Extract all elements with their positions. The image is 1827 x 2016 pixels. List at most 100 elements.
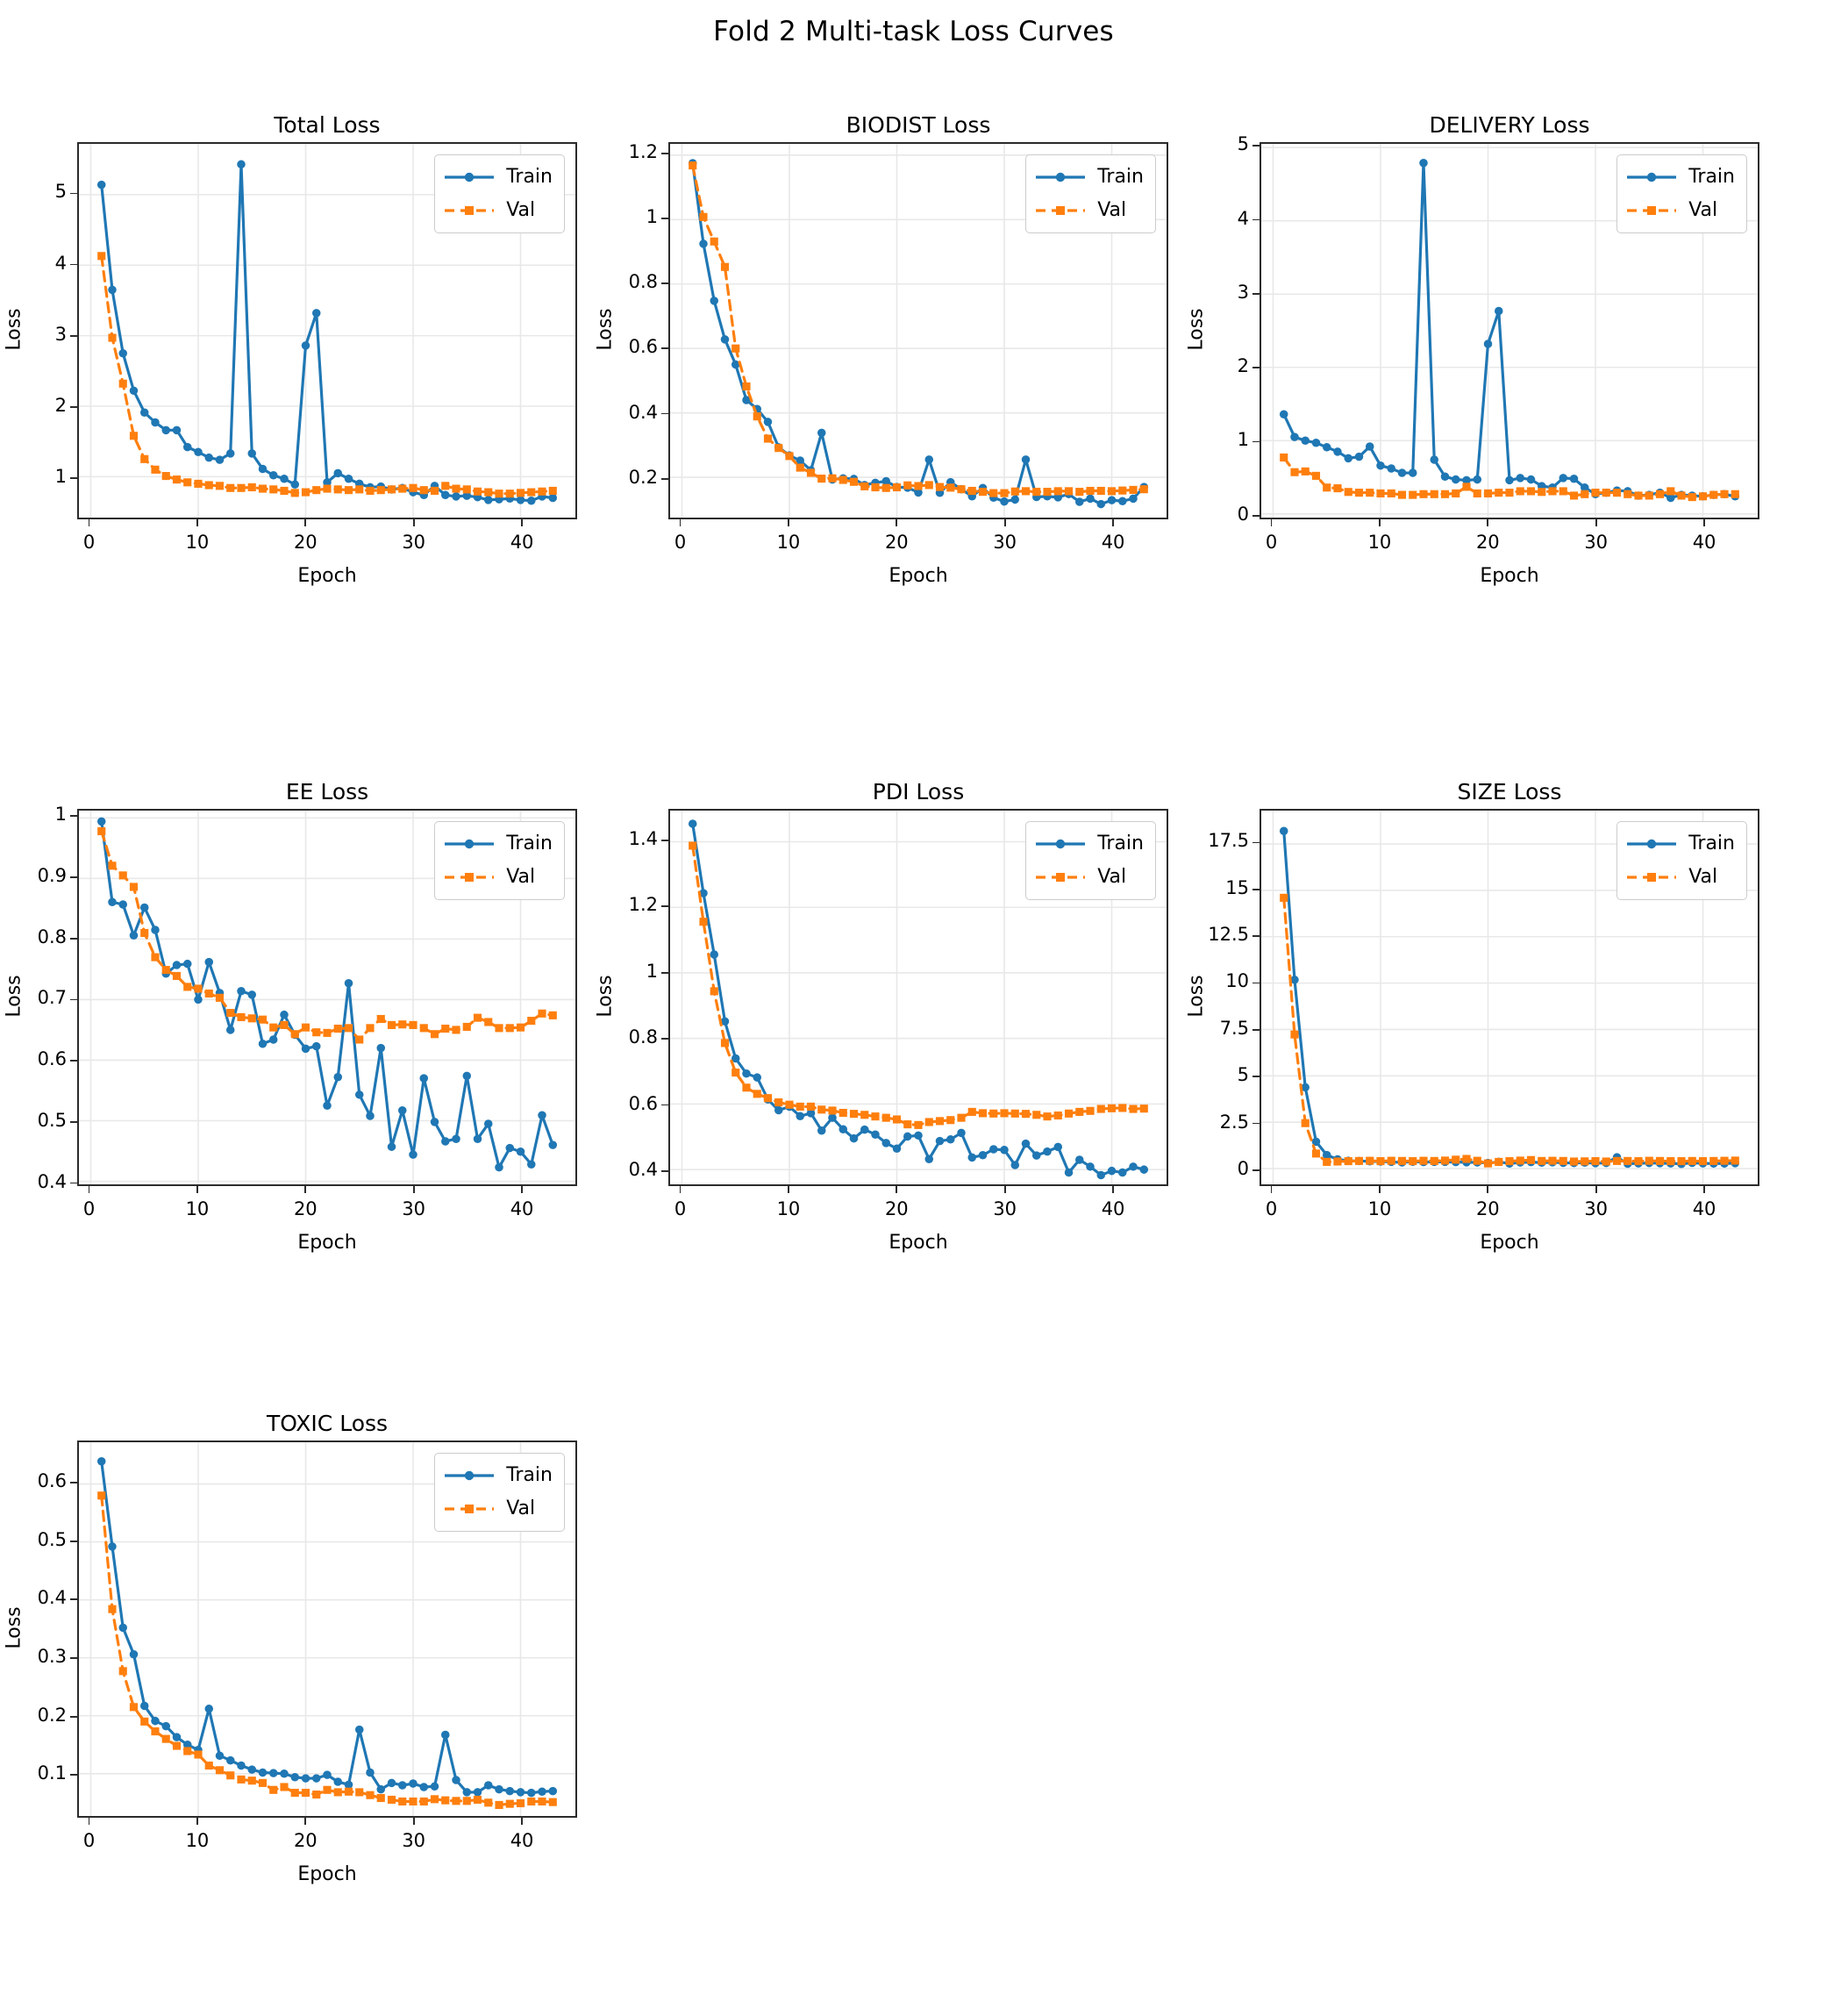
val-marker [473,487,482,496]
val-marker [1452,1155,1460,1164]
x-tick-mark [1487,519,1489,526]
val-marker [151,465,160,474]
y-tick-mark [70,876,77,878]
train-marker [344,475,353,483]
x-tick-mark [788,1186,789,1193]
legend-item-val[interactable]: Val [1626,863,1735,891]
x-axis-label: Epoch [889,1232,948,1254]
y-tick-label: 12.5 [1208,924,1249,946]
train-marker [387,1778,396,1788]
legend-item-val[interactable]: Val [1626,197,1735,225]
val-marker [1086,1106,1095,1115]
y-tick-label: 0.5 [37,1528,67,1550]
train-marker [311,1041,321,1051]
legend-train-label: Train [506,833,553,854]
legend-item-val[interactable]: Val [444,197,553,225]
val-marker [1462,483,1471,491]
val-marker [720,1039,730,1047]
val-marker [774,1098,783,1107]
legend-val-swatch-icon [1035,202,1086,219]
val-marker [1096,486,1105,496]
legend-item-val[interactable]: Val [1035,197,1144,225]
legend-item-train[interactable]: Train [444,1462,553,1490]
legend-item-train[interactable]: Train [1035,163,1144,191]
val-marker [462,1797,471,1805]
y-axis-label: Loss [1185,975,1208,1018]
y-tick-mark [1252,1028,1260,1031]
train-marker [290,1772,300,1782]
train-marker [817,428,826,438]
legend-train-swatch-icon [444,168,495,186]
train-marker [397,1106,407,1115]
val-marker [924,481,933,490]
x-tick-label: 10 [1367,1198,1392,1219]
val-marker [785,1100,794,1109]
val-marker [1366,1156,1374,1165]
train-marker [1279,826,1288,836]
train-marker [151,926,160,934]
legend-train-swatch-icon [1035,168,1086,186]
legend-item-train[interactable]: Train [1626,163,1735,191]
legend-val-swatch-icon [1035,869,1086,886]
legend-item-val[interactable]: Val [1035,863,1144,891]
legend: Train Val [1616,154,1747,233]
val-marker [903,1120,912,1129]
val-marker [1387,489,1395,497]
legend: Train Val [1025,821,1156,900]
y-tick-label: 3 [1237,281,1249,303]
x-tick-label: 30 [1584,1198,1609,1219]
legend-item-train[interactable]: Train [1626,830,1735,858]
val-marker [989,489,998,497]
x-tick-label: 20 [884,532,909,553]
val-marker [1139,485,1148,494]
val-marker [323,1785,332,1794]
train-marker [1473,475,1482,484]
val-marker [796,1102,804,1111]
val-marker [366,486,375,496]
val-marker [828,1106,837,1115]
train-marker [96,817,106,826]
train-marker [957,1128,966,1138]
train-marker [1333,447,1342,456]
train-marker [323,1101,332,1110]
legend-item-val[interactable]: Val [444,863,553,891]
train-marker [935,1136,945,1146]
plot-area: Train Val [1260,142,1759,519]
val-marker [258,484,268,493]
train-marker [720,335,730,344]
val-marker [140,1717,149,1726]
val-marker [1311,471,1321,480]
x-tick-label: 20 [1475,532,1500,553]
data-series-layer [96,160,558,505]
legend-item-train[interactable]: Train [444,163,553,191]
val-marker [247,483,256,491]
legend-val-label: Val [506,199,536,221]
legend-item-train[interactable]: Train [444,830,553,858]
y-tick-mark [70,263,77,266]
val-marker [1505,1157,1514,1166]
train-marker [1397,468,1407,477]
val-marker [452,484,460,493]
legend-item-val[interactable]: Val [444,1495,553,1523]
val-marker [1731,1156,1739,1165]
val-marker [806,1102,816,1111]
val-marker [1301,467,1310,475]
val-marker [204,1761,213,1770]
legend-item-train[interactable]: Train [1035,830,1144,858]
train-marker [892,1144,902,1154]
train-marker [1096,499,1106,509]
y-tick-mark [661,905,668,908]
train-marker [182,959,192,969]
val-marker [774,444,783,453]
train-marker [462,491,472,500]
val-marker [881,483,890,492]
y-tick-mark [1252,514,1260,517]
train-marker [495,1162,503,1172]
train-marker [182,442,192,452]
val-marker [753,1090,761,1098]
val-marker [118,871,127,880]
val-marker [215,1766,225,1775]
val-marker [1473,489,1481,497]
train-marker [710,297,718,305]
legend-train-swatch-icon [1035,835,1086,853]
